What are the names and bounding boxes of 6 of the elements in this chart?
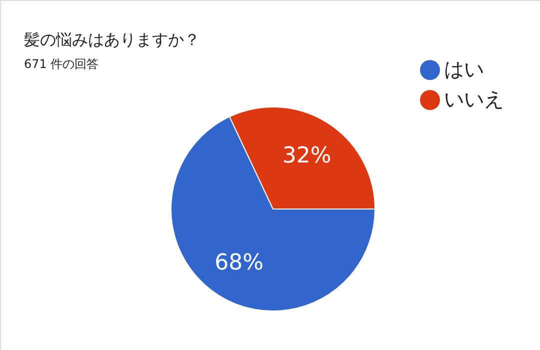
text: 671 件の回答	[24, 57, 99, 71]
legend-label: はい	[444, 57, 484, 81]
chart-title: 髪の悩みはありますか？	[24, 30, 200, 49]
legend-label: いいえ	[444, 87, 504, 111]
data-label: 68%	[214, 250, 264, 276]
data-label: 32%	[282, 144, 332, 169]
